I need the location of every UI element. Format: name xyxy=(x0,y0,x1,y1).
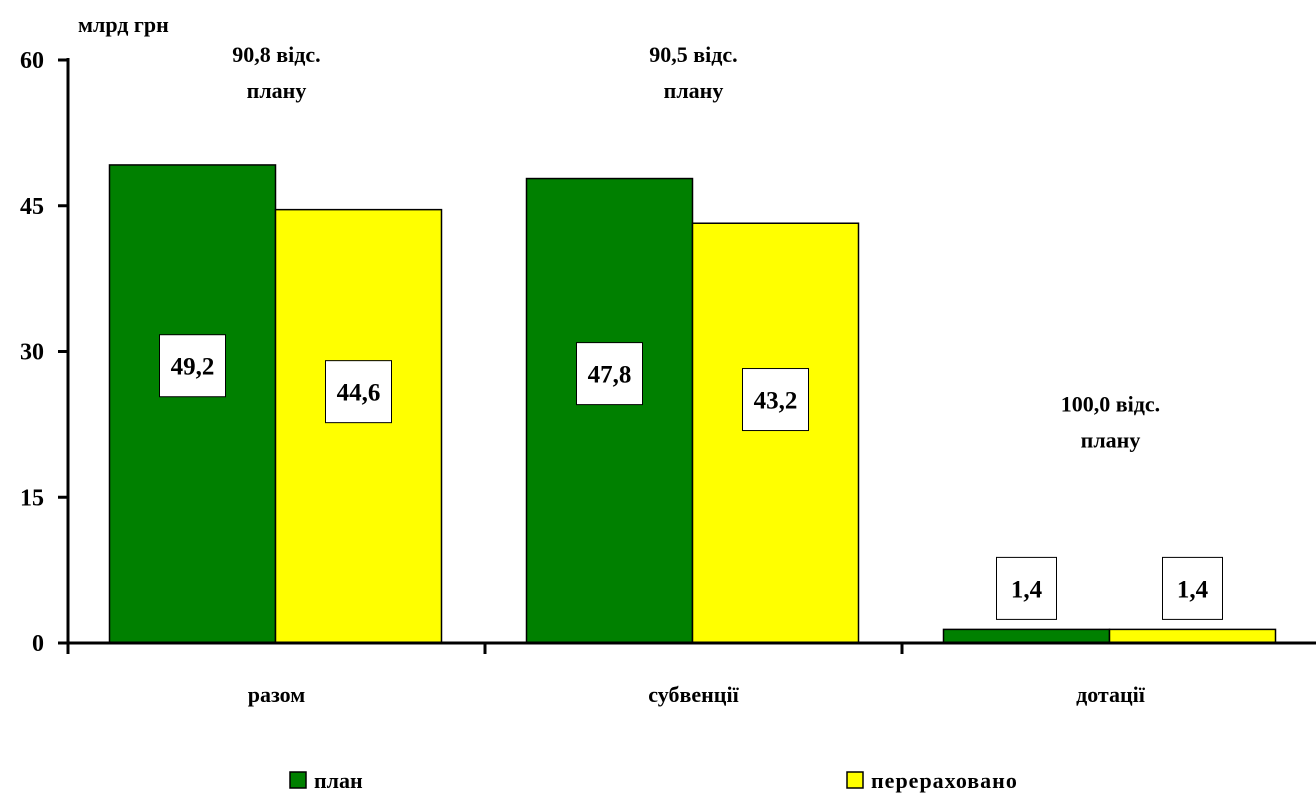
data-label-box xyxy=(996,556,1057,620)
annotation-text: 90,8 відс. xyxy=(232,42,320,67)
x-categories: разом субвенції дотації xyxy=(248,682,1146,707)
y-tick-label: 30 xyxy=(20,340,44,366)
legend-label: план xyxy=(314,768,363,793)
data-label: 49,2 xyxy=(171,354,215,381)
legend-label: перераховано xyxy=(871,768,1018,793)
data-label-box xyxy=(159,334,226,398)
category-label: дотації xyxy=(1076,682,1146,707)
bar-transferred-0 xyxy=(274,208,443,644)
y-ticks: 0 15 30 45 60 xyxy=(20,48,68,657)
legend: план перераховано xyxy=(289,768,1018,793)
annotation-text: плану xyxy=(664,78,724,103)
y-tick-label: 60 xyxy=(20,48,44,74)
y-tick-label: 45 xyxy=(20,194,44,220)
bars xyxy=(108,164,1277,644)
annotation-text: 90,5 відс. xyxy=(649,42,737,67)
bar-plan-1 xyxy=(525,177,694,644)
annotation-text: плану xyxy=(1081,427,1141,452)
legend-swatch xyxy=(289,771,307,789)
bar-plan-2 xyxy=(942,628,1111,644)
data-label: 44,6 xyxy=(337,380,381,407)
axes xyxy=(66,58,1316,654)
legend-swatch xyxy=(846,771,864,789)
y-axis-label: млрд грн xyxy=(78,12,169,37)
data-label-box xyxy=(1162,556,1223,620)
data-label: 43,2 xyxy=(754,388,798,415)
annotation-text: 100,0 відс. xyxy=(1061,391,1160,416)
category-label: субвенції xyxy=(648,682,739,707)
bar-transferred-2 xyxy=(1108,628,1277,644)
data-label-box xyxy=(576,342,643,406)
data-label: 1,4 xyxy=(1011,576,1043,603)
y-tick-label: 0 xyxy=(32,631,44,657)
data-labels: 49,2 44,6 47,8 43,2 1,4 1,4 xyxy=(159,334,1223,620)
data-label: 1,4 xyxy=(1177,576,1209,603)
data-label-box xyxy=(325,360,392,424)
bar-transferred-1 xyxy=(691,222,860,644)
annotations: 90,8 відс. плану 90,5 відс. плану 100,0 відс… xyxy=(232,42,1160,452)
data-label-box xyxy=(742,368,809,432)
category-label: разом xyxy=(248,682,306,707)
bar-plan-0 xyxy=(108,164,277,644)
annotation-text: плану xyxy=(247,78,307,103)
data-label: 47,8 xyxy=(588,362,632,389)
y-tick-label: 15 xyxy=(20,485,44,511)
